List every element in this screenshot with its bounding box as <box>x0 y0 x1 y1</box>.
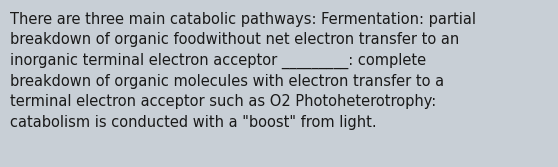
Text: There are three main catabolic pathways: Fermentation: partial
breakdown of orga: There are three main catabolic pathways:… <box>10 12 476 130</box>
